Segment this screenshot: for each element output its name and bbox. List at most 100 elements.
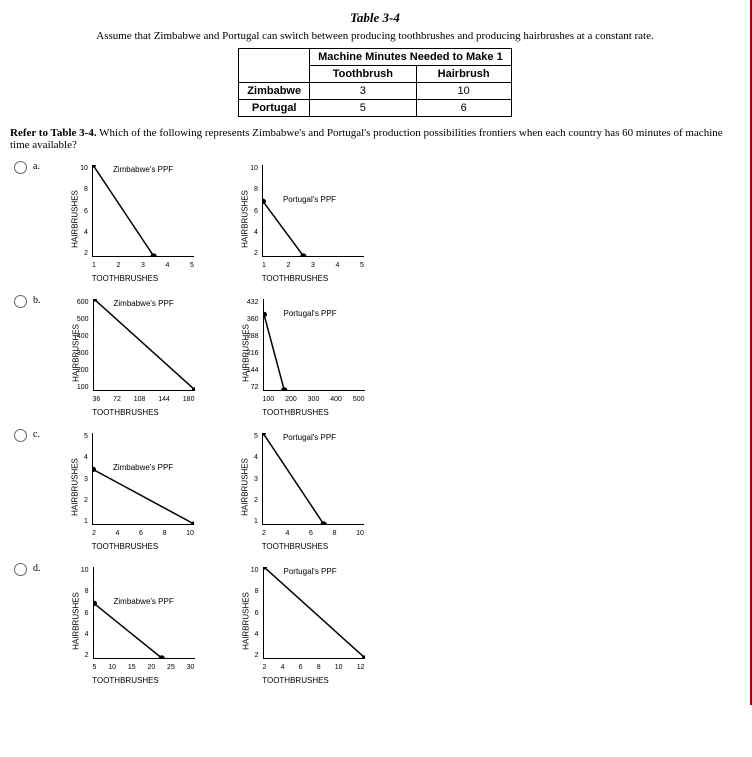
radio-option[interactable]: [14, 295, 27, 308]
x-axis-label: TOOTHBRUSHES: [92, 274, 159, 283]
x-ticks: 24681012: [263, 664, 365, 671]
x-tick: 500: [353, 396, 365, 403]
x-axis-label: TOOTHBRUSHES: [92, 542, 159, 551]
x-tick: 2: [116, 262, 120, 269]
y-tick: 432: [235, 299, 259, 306]
x-tick: 4: [286, 530, 290, 537]
x-axis-label: TOOTHBRUSHES: [262, 274, 329, 283]
x-tick: 400: [330, 396, 342, 403]
y-tick: 500: [65, 316, 89, 323]
option-label: d.: [33, 563, 41, 574]
y-ticks: 54321: [234, 433, 258, 525]
x-tick: 300: [308, 396, 320, 403]
x-tick: 4: [116, 530, 120, 537]
plot-area: Zimbabwe's PPF: [92, 165, 194, 257]
y-tick: 200: [65, 367, 89, 374]
x-tick: 10: [356, 530, 364, 537]
ppf-chart: HAIRBRUSHES108642Portugal's PPF24681012T…: [221, 561, 371, 681]
y-tick: 4: [64, 229, 88, 236]
ppf-chart: HAIRBRUSHES108642Portugal's PPF12345TOOT…: [220, 159, 370, 279]
plot-area: Portugal's PPF: [262, 433, 364, 525]
row-zimbabwe: Zimbabwe: [239, 83, 310, 100]
y-tick: 72: [235, 384, 259, 391]
x-tick: 10: [335, 664, 343, 671]
ppf-chart: HAIRBRUSHES600500400300200100Zimbabwe's …: [51, 293, 201, 413]
x-tick: 100: [263, 396, 275, 403]
ppf-chart: HAIRBRUSHES108642Zimbabwe's PPF510152025…: [51, 561, 201, 681]
x-tick: 2: [262, 530, 266, 537]
assumption-text: Assume that Zimbabwe and Portugal can sw…: [10, 30, 740, 42]
chart-title: Zimbabwe's PPF: [114, 299, 174, 308]
radio-option[interactable]: [14, 429, 27, 442]
y-tick: 216: [235, 350, 259, 357]
row-portugal: Portugal: [239, 100, 310, 117]
x-tick: 12: [357, 664, 365, 671]
x-ticks: 246810: [262, 530, 364, 537]
col-toothbrush: Toothbrush: [310, 66, 417, 83]
col-hairbrush: Hairbrush: [416, 66, 511, 83]
y-tick: 4: [234, 454, 258, 461]
y-tick: 2: [65, 652, 89, 659]
x-tick: 5: [360, 262, 364, 269]
radio-option[interactable]: [14, 161, 27, 174]
y-tick: 4: [234, 229, 258, 236]
x-tick: 108: [134, 396, 146, 403]
x-tick: 4: [281, 664, 285, 671]
options: a.HAIRBRUSHES108642Zimbabwe's PPF12345TO…: [10, 159, 740, 681]
y-tick: 6: [64, 208, 88, 215]
y-tick: 1: [64, 518, 88, 525]
option-label: c.: [33, 429, 40, 440]
x-axis-label: TOOTHBRUSHES: [262, 542, 329, 551]
x-tick: 2: [92, 530, 96, 537]
x-tick: 5: [190, 262, 194, 269]
x-ticks: 3672108144180: [93, 396, 195, 403]
y-tick: 4: [235, 631, 259, 638]
x-tick: 8: [163, 530, 167, 537]
y-tick: 6: [235, 610, 259, 617]
ppf-chart: HAIRBRUSHES54321Zimbabwe's PPF246810TOOT…: [50, 427, 200, 547]
x-tick: 4: [336, 262, 340, 269]
x-tick: 6: [299, 664, 303, 671]
y-tick: 8: [235, 588, 259, 595]
ppf-chart: HAIRBRUSHES54321Portugal's PPF246810TOOT…: [220, 427, 370, 547]
x-tick: 1: [92, 262, 96, 269]
chart-title: Zimbabwe's PPF: [113, 463, 173, 472]
x-tick: 4: [166, 262, 170, 269]
y-tick: 288: [235, 333, 259, 340]
plot-area: Portugal's PPF: [263, 299, 365, 391]
x-tick: 36: [93, 396, 101, 403]
x-tick: 200: [285, 396, 297, 403]
y-ticks: 108642: [64, 165, 88, 257]
x-ticks: 1 2 3 4 5: [92, 262, 194, 269]
x-tick: 10: [108, 664, 116, 671]
y-tick: 360: [235, 316, 259, 323]
chart-title: Zimbabwe's PPF: [113, 165, 173, 174]
x-tick: 2: [286, 262, 290, 269]
x-tick: 6: [139, 530, 143, 537]
cell: 10: [416, 83, 511, 100]
x-tick: 144: [158, 396, 170, 403]
y-tick: 10: [234, 165, 258, 172]
y-tick: 4: [65, 631, 89, 638]
y-tick: 600: [65, 299, 89, 306]
chart-title: Portugal's PPF: [283, 433, 336, 442]
x-tick: 8: [317, 664, 321, 671]
x-ticks: 12345: [262, 262, 364, 269]
y-tick: 400: [65, 333, 89, 340]
x-tick: 3: [311, 262, 315, 269]
plot-area: Zimbabwe's PPF: [93, 567, 195, 659]
x-tick: 25: [167, 664, 175, 671]
chart-title: Zimbabwe's PPF: [114, 597, 174, 606]
x-tick: 180: [183, 396, 195, 403]
y-tick: 100: [65, 384, 89, 391]
x-axis-label: TOOTHBRUSHES: [262, 676, 329, 685]
y-tick: 2: [234, 497, 258, 504]
radio-option[interactable]: [14, 563, 27, 576]
x-axis-label: TOOTHBRUSHES: [262, 408, 329, 417]
x-tick: 3: [141, 262, 145, 269]
cell: 5: [310, 100, 417, 117]
y-tick: 10: [64, 165, 88, 172]
y-ticks: 54321: [64, 433, 88, 525]
y-tick: 300: [65, 350, 89, 357]
chart-title: Portugal's PPF: [284, 309, 337, 318]
